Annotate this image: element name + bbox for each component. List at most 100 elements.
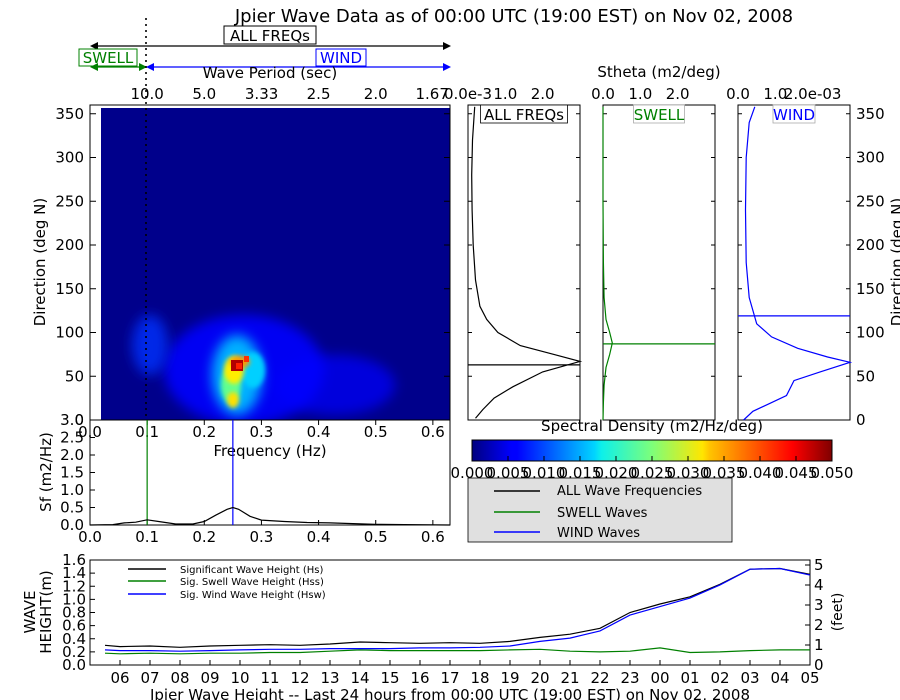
freq-xtick-label-top: 0.3 (249, 423, 273, 441)
colorbar: Spectral Density (m2/Hz/deg) 0.0000.0050… (451, 417, 854, 482)
heatmap-ylabel: Direction (deg N) (31, 198, 49, 327)
colorbar-tick-label: 0.000 (451, 464, 494, 482)
history-xtick-label: 03 (740, 669, 759, 687)
period-tick-label: 1.67 (415, 85, 448, 103)
history-ticks: 06 07 08 09 10 11 12 13 14 15 16 17 18 19 20 21 22 23 00 01… (62, 551, 823, 687)
freq-ytick-label: 0.0 (60, 516, 84, 534)
period-tick-label: 5.0 (192, 85, 216, 103)
legend-text-all: ALL Wave Frequencies (557, 484, 702, 499)
history-legend-text-hsw: Sig. Wind Wave Height (Hsw) (180, 590, 326, 601)
stheta-title-box-all (480, 104, 568, 124)
legend-text-swell: SWELL Waves (557, 506, 648, 521)
freq-lines (89, 420, 451, 526)
history-xtick-label: 09 (200, 669, 219, 687)
colorbar-title: Spectral Density (m2/Hz/deg) (541, 417, 763, 435)
freq-xtick-label: 0.2 (192, 528, 216, 546)
history-xtick-label: 05 (800, 669, 819, 687)
history-xtick-label: 22 (590, 669, 609, 687)
directional-spectrum-panel: Wave Period (sec) 10.0 5.0 3.33 2.5 2.0 1.67 … (31, 64, 451, 429)
colorbar-tick-label: 0.040 (739, 464, 782, 482)
legend-box: ALL Wave Frequencies SWELL Waves WIND Wa… (467, 477, 733, 543)
history-xtick-label: 12 (290, 669, 309, 687)
stheta-right-ytick-label: 0 (856, 411, 866, 429)
freq-xtick-label: 0.3 (249, 528, 273, 546)
stheta-xtick-label-all: 1.0 (493, 85, 517, 103)
colorbar-tick-label: 0.025 (631, 464, 674, 482)
frequency-spectrum-panel: 0.00.00.10.10.20.20.30.30.40.40.50.50.60… (37, 411, 451, 546)
legend-text-wind: WIND Waves (557, 526, 640, 541)
history-xtick-label: 01 (680, 669, 699, 687)
heat-ytick-label: 100 (55, 324, 84, 342)
history-series-1 (104, 647, 810, 655)
history-ylabel: WAVE (21, 590, 39, 633)
freq-xtick-label: 0.5 (364, 528, 388, 546)
heat-ytick-label: 150 (55, 280, 84, 298)
all-freqs-label: ALL FREQs (230, 27, 310, 45)
stheta-xtick-label-wind: 2.0e-03 (784, 85, 842, 103)
heat-blob-swell (132, 315, 168, 375)
heat-ytick-label: 250 (55, 192, 84, 210)
history-series-2 (104, 567, 811, 652)
heat-blob-low (275, 355, 395, 415)
history-xlabel: Jpier Wave Height -- Last 24 hours from … (149, 686, 750, 700)
history-xtick-label: 21 (560, 669, 579, 687)
history-series-0 (104, 567, 811, 648)
history-xtick-label: 19 (500, 669, 519, 687)
stheta-right-ytick-label: 50 (856, 367, 875, 385)
colorbar-tick-label: 0.045 (775, 464, 818, 482)
history-ytick-label: 1.4 (62, 564, 86, 582)
freq-xtick-label: 0.1 (135, 528, 159, 546)
freq-xtick-label: 0.4 (307, 528, 331, 546)
wind-label-box (315, 48, 367, 67)
stheta-title-box-swell (633, 104, 685, 124)
heat-peak-side (244, 356, 249, 362)
freq-ylabel: Sf (m2/Hz) (37, 432, 55, 512)
figure-title: Jpier Wave Data as of 00:00 UTC (19:00 E… (234, 6, 793, 27)
stheta-xtick-label-swell: 1.0 (628, 85, 652, 103)
history-xtick-label: 13 (320, 669, 339, 687)
period-ticks: 10.0 5.0 3.33 2.5 2.0 1.67 (89, 85, 449, 420)
swell-label: SWELL (83, 49, 134, 67)
stheta-xtick-label-swell: 2.0 (666, 85, 690, 103)
stheta-right-ylabel: Direction (deg N) (888, 198, 900, 327)
history-xtick-label: 16 (410, 669, 429, 687)
wind-arrowhead-left (146, 63, 154, 71)
all-freqs-arrowhead-right (443, 42, 451, 50)
history-xtick-label: 23 (620, 669, 639, 687)
colorbar-tick-label: 0.030 (667, 464, 710, 482)
period-tick-label: 10.0 (130, 85, 163, 103)
history-right-ylabel: (feet) (830, 593, 846, 632)
history-xtick-label: 17 (440, 669, 459, 687)
history-xtick-label: 08 (170, 669, 189, 687)
freq-ytick-label: 3.0 (60, 411, 84, 429)
colorbar-tick-label: 0.010 (523, 464, 566, 482)
history-xtick-label: 07 (140, 669, 159, 687)
freq-xtick-label-top: 0.0 (78, 423, 102, 441)
stheta-label: Stheta (m2/deg) (597, 63, 720, 81)
history-ytick-label: 0.2 (62, 643, 86, 661)
stheta-xtick-label-all: 0.0e-3 (444, 85, 492, 103)
history-xtick-label: 04 (770, 669, 789, 687)
wave-height-history-panel: 06 07 08 09 10 11 12 13 14 15 16 17 18 19 20 21 22 23 00 01… (21, 551, 846, 700)
freq-xtick-label-top: 0.5 (364, 423, 388, 441)
history-right-ytick-label: 4 (814, 576, 824, 594)
history-lines (104, 567, 811, 655)
history-ytick-label: 1.6 (62, 551, 86, 569)
heat-ytick-label: 300 (55, 149, 84, 167)
wind-arrowhead-right (443, 63, 451, 71)
stheta-curve-swell (602, 106, 613, 421)
heat-peak-inner (236, 363, 242, 369)
history-xtick-label: 11 (260, 669, 279, 687)
all-freqs-label-box (223, 25, 317, 45)
freq-xtick-label-top: 0.2 (192, 423, 216, 441)
history-ytick-label: 0.6 (62, 617, 86, 635)
swell-arrowhead-left (90, 63, 98, 71)
history-xtick-label: 10 (230, 669, 249, 687)
history-legend-text-hs: Significant Wave Height (Hs) (180, 565, 323, 576)
history-ytick-label: 0.4 (62, 630, 86, 648)
stheta-xtick-label-wind: 0.0 (726, 85, 750, 103)
colorbar-tick-label: 0.005 (487, 464, 530, 482)
history-right-ytick-label: 3 (814, 596, 824, 614)
history-right-ytick-label: 2 (814, 616, 824, 634)
